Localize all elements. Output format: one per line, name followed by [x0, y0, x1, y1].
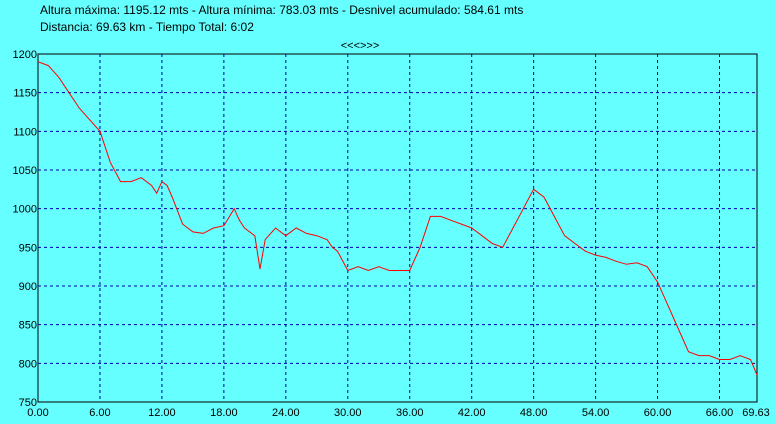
x-tick-label: 60.00 — [644, 407, 672, 419]
x-tick-label: 54.00 — [582, 407, 610, 419]
y-tick-label: 1050 — [13, 165, 37, 177]
y-tick-label: 800 — [19, 358, 37, 370]
y-tick-label: 950 — [19, 242, 37, 254]
y-tick-label: 750 — [19, 397, 37, 409]
y-tick-label: 900 — [19, 281, 37, 293]
scroll-navigation-control[interactable]: <<<>>> — [340, 40, 380, 52]
plot-frame — [37, 53, 758, 403]
y-tick-label: 1200 — [13, 49, 37, 61]
y-tick-label: 1000 — [13, 204, 37, 216]
x-tick-label: 42.00 — [458, 407, 486, 419]
x-tick-label: 24.00 — [272, 407, 300, 419]
x-tick-label: 18.00 — [210, 407, 238, 419]
x-tick-label: 30.00 — [334, 407, 362, 419]
x-tick-label: 69.63 — [742, 407, 770, 419]
distance-time-text: Distancia: 69.63 km - Tiempo Total: 6:02 — [40, 20, 254, 34]
elevation-line — [37, 61, 758, 376]
x-tick-label: 48.00 — [520, 407, 548, 419]
x-tick-label: 36.00 — [396, 407, 424, 419]
x-tick-label: 12.00 — [148, 407, 176, 419]
y-tick-label: 850 — [19, 320, 37, 332]
y-tick-label: 1100 — [13, 126, 37, 138]
x-tick-label: 66.00 — [706, 407, 734, 419]
x-tick-label: 6.00 — [89, 407, 110, 419]
max-min-elevation-text: Altura máxima: 1195.12 mts - Altura míni… — [40, 3, 524, 17]
y-tick-label: 1150 — [13, 88, 37, 100]
x-tick-label: 0.00 — [27, 407, 48, 419]
